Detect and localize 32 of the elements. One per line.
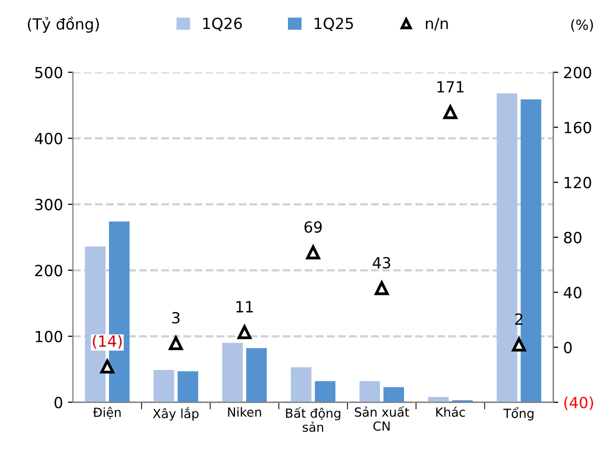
y2-tick-label: 40 <box>564 286 582 298</box>
data-label: (14) <box>92 335 122 349</box>
y-tick-label: 400 <box>34 132 62 144</box>
x-tick-label: Khác <box>436 406 465 417</box>
y-tick-label: 0 <box>54 396 62 408</box>
data-label: 69 <box>304 221 322 233</box>
data-label: 2 <box>515 313 522 325</box>
x-tick-label: Tổng <box>503 407 534 420</box>
data-label: 171 <box>437 81 464 92</box>
x-tick-label: Bất động sản <box>286 407 340 432</box>
x-tick-label: Điện <box>92 406 121 420</box>
y2-axis-title: (%) <box>571 19 593 32</box>
y2-tick-label: 0 <box>564 342 572 354</box>
y2-tick-label: 200 <box>564 66 592 78</box>
y2-tick-label: 80 <box>564 232 582 244</box>
x-tick-label: Sản xuất CN <box>354 406 410 431</box>
y-axis-title: (Tỷ đồng) <box>28 16 99 33</box>
legend-label: n/n <box>426 18 448 30</box>
y-tick-label: 200 <box>35 264 62 276</box>
legend-label: 1Q25 <box>314 18 353 31</box>
x-tick-label: Xây lắp <box>152 407 199 421</box>
data-label: 11 <box>236 301 253 312</box>
y2-tick-label: 160 <box>564 122 592 134</box>
y-tick-label: 500 <box>35 66 62 78</box>
legend-label: 1Q26 <box>203 18 242 31</box>
y2-tick-label: (40) <box>564 396 594 410</box>
data-label: 43 <box>372 256 390 269</box>
data-label: 3 <box>172 312 180 324</box>
y-tick-label: 300 <box>35 198 62 210</box>
y2-tick-label: 120 <box>564 176 592 188</box>
y-tick-label: 100 <box>36 330 62 342</box>
x-tick-label: Niken <box>228 407 262 417</box>
